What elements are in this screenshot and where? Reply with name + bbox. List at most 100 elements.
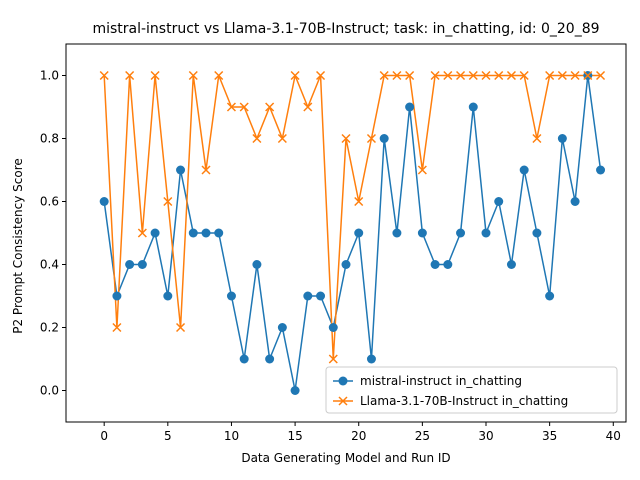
data-point-series-2 [519, 70, 529, 81]
data-point-series-2 [125, 70, 135, 81]
legend: mistral-instruct in_chatting Llama-3.1-7… [325, 366, 618, 414]
data-point-series-2 [239, 102, 249, 112]
data-point-series-2 [265, 102, 275, 112]
data-point-series-1 [570, 197, 580, 206]
data-point-series-1 [366, 354, 376, 364]
data-point-series-2 [354, 196, 364, 207]
data-point-series-1 [519, 165, 529, 175]
data-point-series-2 [316, 70, 326, 81]
data-point-series-2 [468, 70, 478, 81]
data-point-series-2 [596, 70, 606, 81]
data-point-series-2 [277, 133, 287, 144]
data-point-series-1 [494, 197, 504, 206]
data-point-series-2 [150, 70, 160, 81]
data-point-series-1 [303, 291, 313, 301]
data-point-series-2 [443, 70, 453, 81]
x-tick-label: 30 [478, 429, 493, 443]
x-tick-label: 40 [606, 429, 621, 443]
data-point-series-1 [405, 102, 415, 112]
data-point-series-2 [417, 165, 427, 175]
data-point-series-2 [366, 133, 376, 144]
data-point-series-1 [239, 354, 249, 364]
axes-frame [65, 43, 627, 423]
data-point-series-1 [137, 260, 147, 269]
data-point-series-2 [405, 70, 415, 81]
x-tick-label: 5 [164, 429, 172, 443]
plot-area: 0 5 10 15 20 25 30 35 40 0.0 0.2 0.4 0.6 0.8 1.0 [40, 43, 627, 443]
data-point-series-1 [176, 165, 186, 175]
data-point-series-1 [188, 228, 198, 238]
data-point-series-2 [303, 102, 313, 112]
data-point-series-1 [112, 291, 122, 301]
x-tick-label: 25 [415, 429, 430, 443]
data-point-series-1 [417, 228, 427, 238]
data-point-series-2 [214, 70, 224, 81]
data-point-series-2 [137, 228, 147, 238]
data-point-series-1 [341, 260, 351, 269]
data-point-series-1 [328, 323, 338, 332]
data-point-series-2 [252, 133, 262, 144]
data-point-series-1 [265, 354, 275, 364]
data-point-series-1 [430, 260, 440, 269]
x-tick-label: 0 [100, 429, 108, 443]
data-point-series-1 [354, 228, 364, 238]
data-point-series-1 [443, 260, 453, 269]
data-point-series-1 [481, 228, 491, 238]
data-point-series-1 [252, 260, 262, 269]
data-point-series-2 [163, 196, 173, 207]
data-point-series-1 [150, 228, 160, 238]
data-point-series-1 [290, 386, 300, 395]
data-point-series-1 [596, 165, 606, 175]
y-axis-label: P2 Prompt Consistency Score [11, 158, 25, 334]
data-point-series-2 [392, 70, 402, 81]
data-point-series-2 [112, 322, 122, 333]
data-point-series-1 [214, 228, 224, 238]
data-point-series-2 [176, 322, 186, 333]
legend-box [325, 366, 618, 414]
y-tick-label: 0.4 [40, 258, 59, 272]
x-tick-label: 35 [542, 429, 557, 443]
legend-marker-series-1 [338, 376, 348, 386]
legend-label-series-2: Llama-3.1-70B-Instruct in_chatting [360, 394, 568, 408]
x-axis-label: Data Generating Model and Run ID [241, 451, 450, 465]
data-point-series-2 [456, 70, 466, 81]
data-point-series-2 [506, 70, 516, 81]
data-point-series-2 [481, 70, 491, 81]
data-point-series-2 [226, 102, 236, 112]
data-point-series-1 [201, 228, 211, 238]
chart-title: mistral-instruct vs Llama-3.1-70B-Instru… [92, 21, 599, 37]
legend-label-series-1: mistral-instruct in_chatting [360, 374, 522, 388]
data-point-series-1 [226, 291, 236, 301]
data-point-series-2 [328, 354, 338, 364]
data-point-series-1 [125, 260, 135, 269]
data-point-series-1 [392, 228, 402, 238]
data-point-series-2 [532, 133, 542, 144]
y-tick-label: 1.0 [40, 69, 59, 83]
y-tick-label: 0.8 [40, 132, 59, 146]
data-point-series-2 [570, 70, 580, 81]
legend-marker-series-2 [338, 396, 348, 406]
data-point-series-1 [468, 102, 478, 112]
data-point-series-2 [557, 70, 567, 81]
series-line-2 [103, 74, 601, 360]
data-point-series-1 [532, 228, 542, 238]
data-point-series-1 [506, 260, 516, 269]
y-tick-label: 0.6 [40, 195, 59, 209]
data-point-series-1 [277, 323, 287, 332]
data-point-series-1 [163, 291, 173, 301]
data-point-series-1 [545, 291, 555, 301]
data-point-series-2 [188, 70, 198, 81]
x-tick-label: 15 [287, 429, 302, 443]
legend-entry-series-1: mistral-instruct in_chatting [333, 374, 522, 388]
data-point-series-2 [341, 133, 351, 144]
data-point-series-2 [290, 70, 300, 81]
data-point-series-2 [379, 70, 389, 81]
y-tick-label: 0.0 [40, 384, 59, 398]
data-point-series-1 [316, 291, 326, 301]
data-point-series-1 [456, 228, 466, 238]
x-tick-label: 20 [351, 429, 366, 443]
data-point-series-2 [201, 165, 211, 175]
data-point-series-2 [494, 70, 504, 81]
data-point-series-1 [99, 197, 109, 206]
